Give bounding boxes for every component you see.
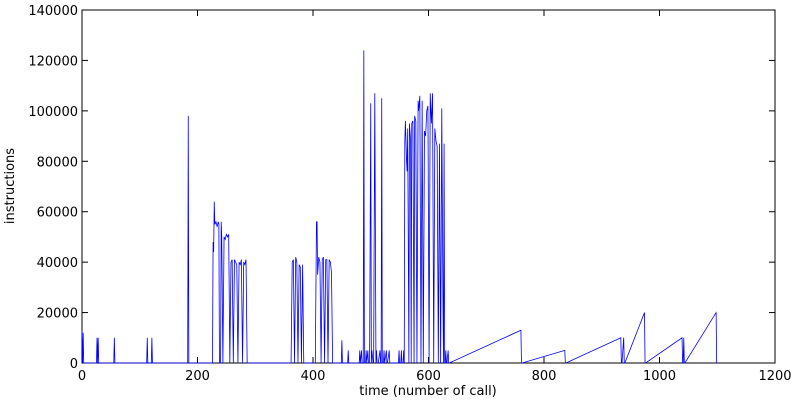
- x-axis-label: time (number of call): [359, 384, 497, 399]
- y-axis-label: instructions: [3, 148, 18, 224]
- y-tick-label: 100000: [28, 105, 78, 120]
- x-tick-label: 0: [78, 369, 86, 384]
- x-tick-label: 200: [185, 369, 210, 384]
- y-tick-label: 60000: [37, 206, 78, 221]
- x-tick-label: 1000: [643, 369, 676, 384]
- y-tick-label: 140000: [28, 4, 78, 19]
- y-tick-label: 120000: [28, 54, 78, 69]
- y-tick-label: 80000: [37, 155, 78, 170]
- x-tick-label: 400: [301, 369, 326, 384]
- x-tick-label: 1200: [758, 369, 791, 384]
- x-tick-label: 800: [532, 369, 557, 384]
- y-tick-label: 20000: [37, 307, 78, 322]
- data-line: [81, 50, 718, 364]
- y-tick-label: 0: [70, 357, 78, 372]
- y-tick-label: 40000: [37, 256, 78, 271]
- x-tick-label: 600: [416, 369, 441, 384]
